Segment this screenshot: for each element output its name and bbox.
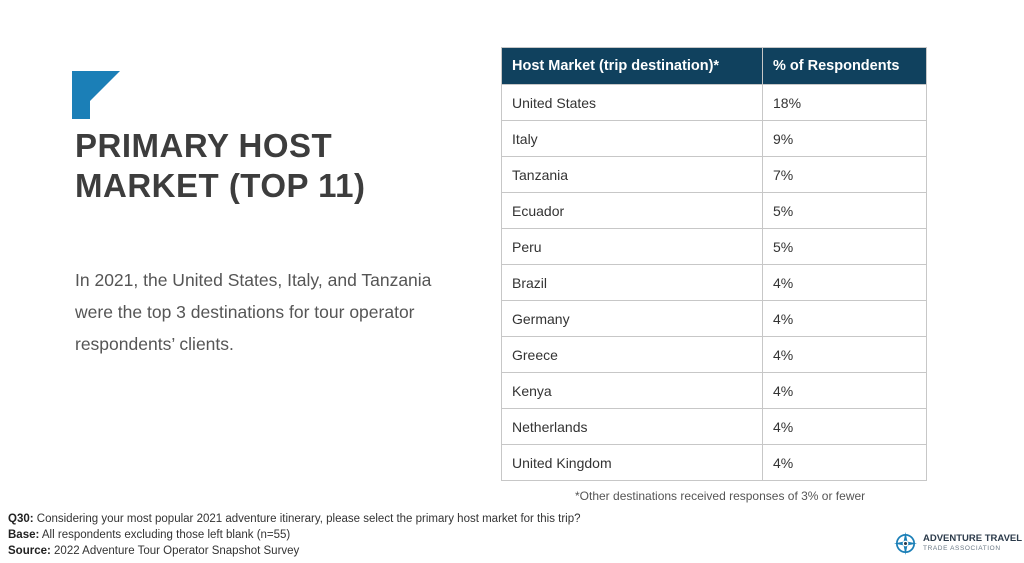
destination-cell: Tanzania (501, 156, 763, 193)
table-row: Germany 4% (501, 300, 927, 337)
corner-accent-icon (72, 71, 120, 119)
table-row: United Kingdom 4% (501, 444, 927, 481)
destination-cell: United States (501, 84, 763, 121)
percent-cell: 5% (762, 228, 927, 265)
table-row: Netherlands 4% (501, 408, 927, 445)
destination-cell: Italy (501, 120, 763, 157)
source-note: Source: 2022 Adventure Tour Operator Sna… (8, 543, 728, 559)
destination-cell: Kenya (501, 372, 763, 409)
source-text: 2022 Adventure Tour Operator Snapshot Su… (50, 545, 300, 557)
table-row: Brazil 4% (501, 264, 927, 301)
destination-cell: Ecuador (501, 192, 763, 229)
percent-cell: 18% (762, 84, 927, 121)
destination-cell: United Kingdom (501, 444, 763, 481)
column-header-percent: % of Respondents (762, 47, 927, 85)
percent-cell: 9% (762, 120, 927, 157)
table-row: Greece 4% (501, 336, 927, 373)
globe-compass-icon (893, 531, 918, 556)
destination-cell: Brazil (501, 264, 763, 301)
table-row: United States 18% (501, 84, 927, 121)
question-text: Considering your most popular 2021 adven… (33, 513, 581, 525)
summary-text: In 2021, the United States, Italy, and T… (75, 270, 432, 354)
table-row: Ecuador 5% (501, 192, 927, 229)
base-text: All respondents excluding those left bla… (39, 529, 291, 541)
destination-cell: Peru (501, 228, 763, 265)
table-row: Peru 5% (501, 228, 927, 265)
table-row: Italy 9% (501, 120, 927, 157)
percent-cell: 5% (762, 192, 927, 229)
logo-line-2: TRADE ASSOCIATION (923, 544, 1001, 552)
percent-cell: 4% (762, 300, 927, 337)
percent-cell: 4% (762, 264, 927, 301)
destination-cell: Germany (501, 300, 763, 337)
column-header-destination: Host Market (trip destination)* (501, 47, 763, 85)
question-label: Q30: (8, 513, 34, 525)
percent-cell: 4% (762, 336, 927, 373)
destination-cell: Greece (501, 336, 763, 373)
table-row: Tanzania 7% (501, 156, 927, 193)
question-note: Q30: Considering your most popular 2021 … (8, 511, 728, 527)
percent-cell: 4% (762, 408, 927, 445)
base-note: Base: All respondents excluding those le… (8, 527, 728, 543)
survey-notes: Q30: Considering your most popular 2021 … (8, 511, 728, 559)
table-header-row: Host Market (trip destination)* % of Res… (501, 47, 927, 85)
host-market-table: Host Market (trip destination)* % of Res… (501, 47, 927, 481)
source-label: Source: (8, 545, 51, 557)
logo-line-1: ADVENTURE TRAVEL (923, 532, 1023, 544)
destination-cell: Netherlands (501, 408, 763, 445)
page-title: PRIMARY HOST MARKET (TOP 11) (75, 127, 366, 204)
percent-cell: 7% (762, 156, 927, 193)
base-label: Base: (8, 529, 40, 541)
table-row: Kenya 4% (501, 372, 927, 409)
atta-logo: ADVENTURE TRAVEL TRADE ASSOCIATION (893, 531, 1022, 556)
table-footnote: *Other destinations received responses o… (575, 489, 866, 503)
percent-cell: 4% (762, 372, 927, 409)
percent-cell: 4% (762, 444, 927, 481)
